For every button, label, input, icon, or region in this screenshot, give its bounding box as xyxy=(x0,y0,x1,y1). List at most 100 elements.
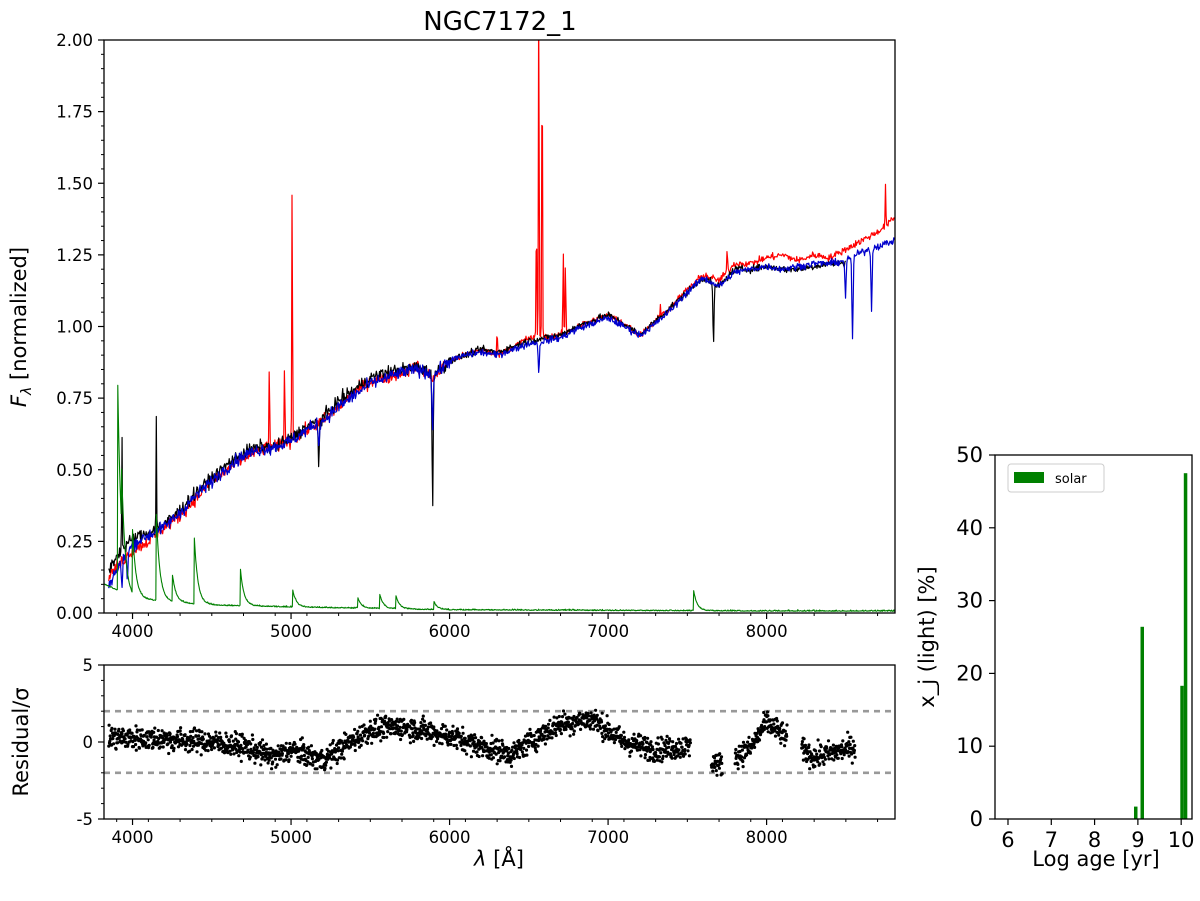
residual-point xyxy=(279,757,283,761)
residual-point xyxy=(425,737,429,741)
residual-xtick-label: 8000 xyxy=(746,828,788,847)
residual-point xyxy=(269,756,273,760)
residual-point xyxy=(509,758,513,762)
residual-point xyxy=(519,747,523,752)
residual-point xyxy=(779,741,783,745)
residual-point xyxy=(635,741,639,745)
spectrum-xtick-label: 8000 xyxy=(746,622,788,641)
residual-point xyxy=(850,761,854,765)
residual-point xyxy=(643,756,647,760)
residual-point xyxy=(382,731,386,735)
residual-point xyxy=(471,736,475,740)
residual-point xyxy=(800,742,804,746)
residual-point xyxy=(815,752,819,756)
residual-point xyxy=(121,729,125,733)
residual-point xyxy=(331,738,335,743)
age-bar xyxy=(1134,806,1138,819)
residual-point xyxy=(842,753,846,757)
residual-point xyxy=(421,723,425,727)
residual-point xyxy=(150,732,154,736)
residual-point xyxy=(831,743,836,747)
residual-point xyxy=(337,746,341,750)
residual-point xyxy=(509,764,514,768)
age-xtick-label: 9 xyxy=(1131,828,1144,852)
residual-point xyxy=(818,762,822,766)
residual-point xyxy=(826,739,831,743)
spectrum-xtick-label: 4000 xyxy=(112,622,154,641)
residual-point xyxy=(559,732,563,736)
residual-point xyxy=(451,732,455,736)
residual-point xyxy=(586,711,590,716)
age-xtick-label: 8 xyxy=(1088,828,1101,852)
residual-point xyxy=(185,742,189,746)
residual-point xyxy=(199,742,204,746)
residual-point xyxy=(670,756,674,760)
residual-point xyxy=(557,714,561,719)
residual-xtick-label: 5000 xyxy=(270,828,312,847)
residual-point xyxy=(480,736,484,740)
residual-point xyxy=(780,721,785,725)
residual-point xyxy=(745,745,749,749)
residual-xtick-label: 6000 xyxy=(429,828,471,847)
residual-point xyxy=(379,725,384,729)
residual-point xyxy=(399,729,403,733)
residual-point xyxy=(660,737,664,741)
residual-point xyxy=(382,735,386,740)
residual-point xyxy=(353,727,357,732)
residual-point xyxy=(668,739,672,743)
residual-point xyxy=(629,749,634,753)
residual-point xyxy=(775,716,779,721)
residual-point xyxy=(314,751,318,755)
residual-point xyxy=(847,740,851,744)
residual-point xyxy=(600,731,604,735)
residual-point xyxy=(445,737,449,741)
residual-point xyxy=(196,737,200,741)
residual-point xyxy=(413,721,417,725)
residual-point xyxy=(491,756,495,760)
residual-point xyxy=(309,744,313,748)
residual-point xyxy=(720,772,724,776)
residual-point xyxy=(320,748,324,753)
residual-point xyxy=(108,734,112,738)
residual-point xyxy=(606,731,611,735)
residual-point xyxy=(536,744,540,748)
residual-point xyxy=(179,732,183,736)
residual-point xyxy=(305,763,309,767)
residual-point xyxy=(622,735,627,739)
residual-point xyxy=(677,748,681,752)
residual-point xyxy=(601,735,605,739)
residual-point xyxy=(733,751,738,755)
residual-point xyxy=(714,769,718,773)
residual-point xyxy=(598,726,603,730)
residual-ylabel: Residual/σ xyxy=(9,687,33,796)
residual-point xyxy=(374,717,378,721)
residual-point xyxy=(584,713,588,718)
residual-point xyxy=(688,738,692,742)
residual-point xyxy=(683,752,687,756)
residual-point xyxy=(454,743,458,747)
residual-point xyxy=(191,729,195,733)
residual-point xyxy=(302,745,306,750)
residual-point xyxy=(117,727,121,731)
residual-point xyxy=(323,766,327,770)
age-bars-group xyxy=(1134,473,1188,819)
residual-point xyxy=(459,743,463,747)
spectrum-xtick-label: 7000 xyxy=(587,622,629,641)
residual-point xyxy=(152,738,156,742)
age-ytick-label: 50 xyxy=(956,443,983,467)
residual-point xyxy=(455,727,460,731)
residual-point xyxy=(262,744,266,748)
residual-point xyxy=(188,730,192,734)
residual-point xyxy=(310,757,314,761)
spectrum-ytick-label: 1.50 xyxy=(56,174,93,193)
residual-point xyxy=(803,743,808,747)
residual-point xyxy=(783,744,787,748)
residual-point xyxy=(570,727,574,731)
residual-point xyxy=(594,708,598,712)
residual-point xyxy=(747,735,751,739)
residual-point xyxy=(800,740,805,744)
residual-point xyxy=(192,726,197,730)
residual-point xyxy=(286,749,290,753)
residual-point xyxy=(151,745,155,750)
residual-point xyxy=(253,761,257,765)
